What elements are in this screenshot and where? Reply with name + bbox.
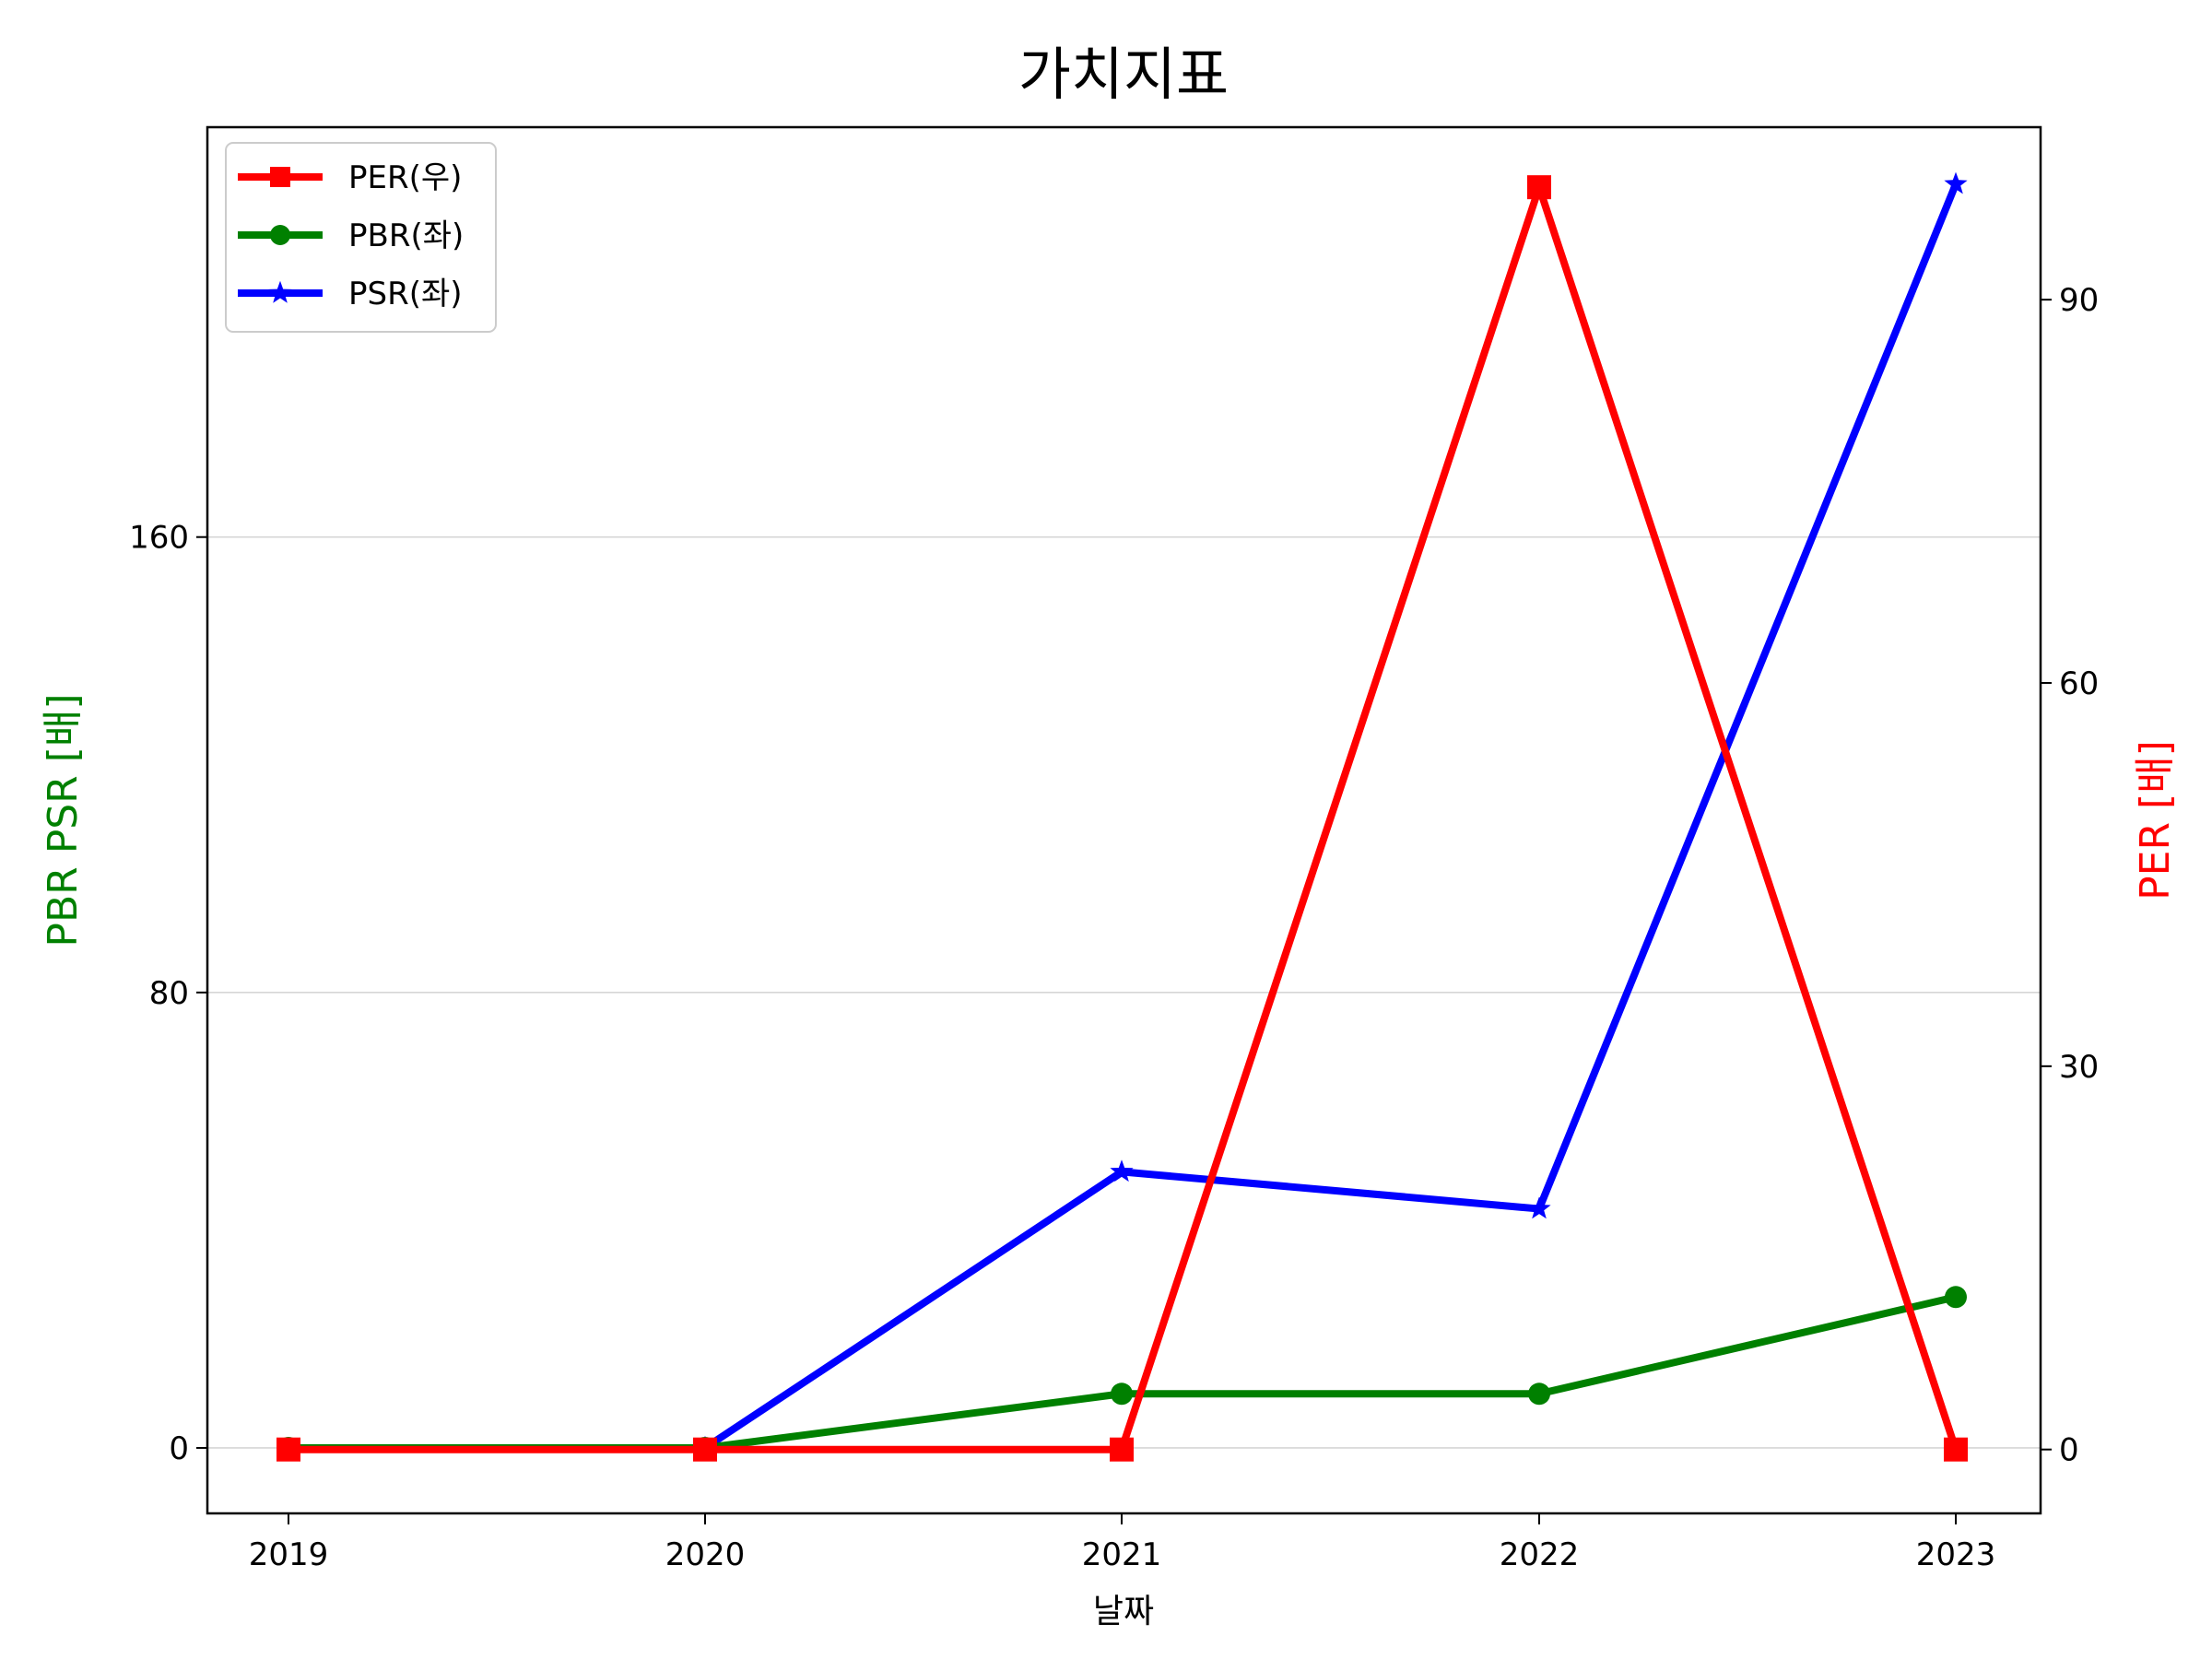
legend-item: PBR(좌) (238, 218, 464, 254)
x-tick-label: 2023 (1916, 1536, 1996, 1573)
series-per (276, 175, 1968, 1462)
data-point-square (1110, 1437, 1134, 1462)
legend-item: PSR(좌) (238, 276, 463, 312)
legend-label: PER(우) (348, 159, 462, 196)
data-point-circle (1528, 1382, 1550, 1406)
y-right-tick-label: 30 (2059, 1049, 2099, 1086)
data-point-star (1527, 1196, 1551, 1219)
data-point-circle (1945, 1286, 1967, 1309)
data-point-square (276, 1437, 300, 1462)
grid-lines (207, 535, 2041, 1449)
legend: PER(우) PBR(좌) PSR(좌) (225, 142, 497, 333)
chart-title: 가치지표 (1018, 41, 1229, 108)
legend-label: PBR(좌) (348, 218, 464, 254)
series-line (288, 175, 1959, 1453)
axis-ticks: 0 80 160 0 30 60 90 2019 2020 2021 2022 2023 (129, 282, 2099, 1573)
y-axis-right-label: PER [배] (2132, 740, 2179, 900)
series-pbr (277, 1286, 1967, 1459)
legend-items: PER(우) PBR(좌) PSR(좌) (238, 159, 464, 312)
data-point-square (693, 1437, 717, 1462)
data-point-square (1527, 175, 1551, 200)
data-point-star (268, 280, 292, 303)
y-left-tick-label: 0 (169, 1430, 189, 1467)
series-lines (276, 171, 1968, 1462)
y-right-tick-label: 0 (2059, 1432, 2079, 1469)
data-point-square (1944, 1437, 1968, 1462)
x-tick-label: 2020 (665, 1536, 746, 1573)
x-tick-label: 2019 (249, 1536, 329, 1573)
y-axis-left-label: PBR PSR [배] (40, 693, 87, 947)
y-right-tick-label: 90 (2059, 282, 2099, 319)
legend-item: PER(우) (238, 159, 462, 196)
series-line (288, 1293, 1957, 1452)
plot-area-frame (206, 125, 2042, 1515)
legend-box (225, 142, 497, 333)
data-point-square (270, 167, 290, 187)
data-point-circle (1111, 1382, 1133, 1406)
x-tick-label: 2022 (1500, 1536, 1580, 1573)
data-point-star (1110, 1159, 1134, 1182)
legend-label: PSR(좌) (348, 276, 463, 312)
data-point-circle (270, 225, 290, 245)
series-line (702, 182, 1959, 1452)
data-point-star (1944, 171, 1968, 194)
y-left-tick-label: 160 (129, 520, 189, 557)
x-axis-label: 날짜 (1093, 1593, 1154, 1630)
x-tick-label: 2021 (1082, 1536, 1162, 1573)
y-left-tick-label: 80 (149, 975, 189, 1012)
y-right-tick-label: 60 (2059, 665, 2099, 702)
